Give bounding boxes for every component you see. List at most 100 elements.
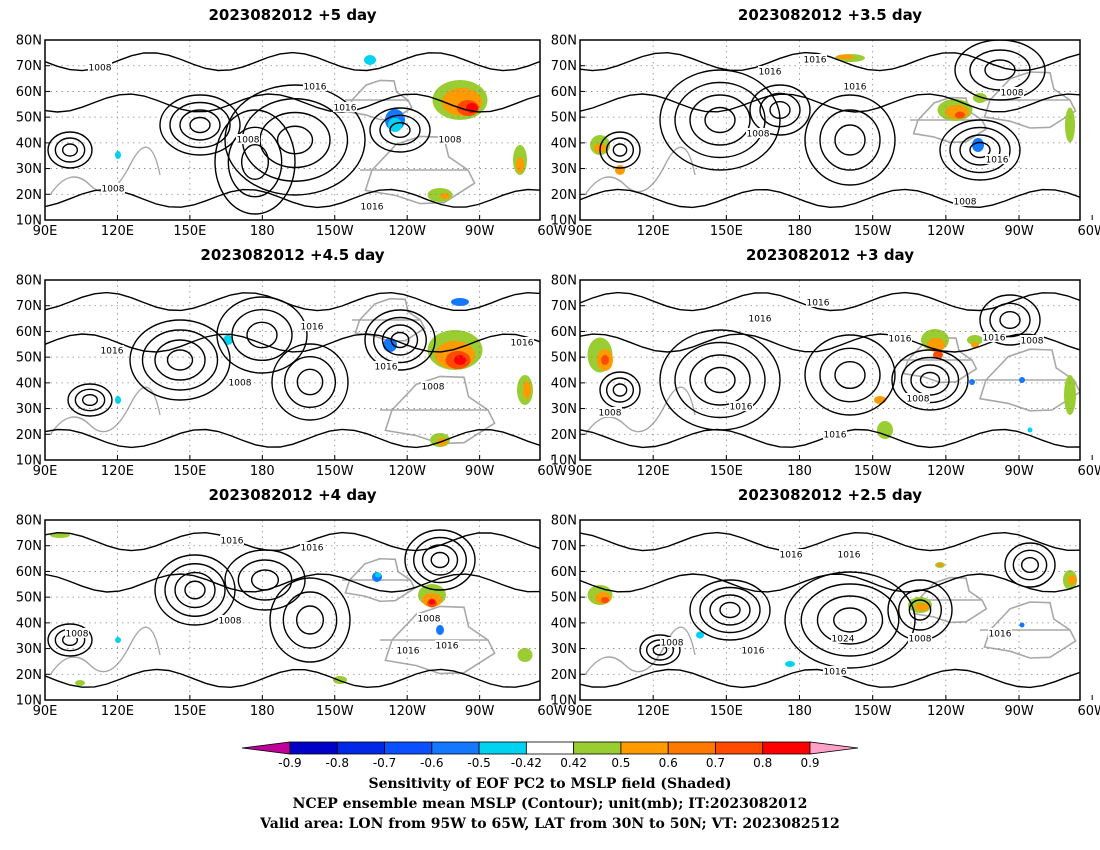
colorbar-tick-label: 0.8 bbox=[753, 756, 772, 770]
map-panel: 2023082012 +4 day10161016100810081008101… bbox=[16, 486, 567, 719]
mslp-contour bbox=[908, 599, 932, 621]
contour-label: 1016 bbox=[301, 544, 324, 554]
coastline bbox=[360, 135, 476, 205]
lon-tick-label: 60W bbox=[1077, 464, 1100, 479]
panel-frame bbox=[44, 519, 541, 701]
mslp-contour bbox=[580, 51, 1080, 72]
sensitivity-shade bbox=[364, 55, 376, 65]
contour-label: 1016 bbox=[375, 363, 398, 373]
mslp-contour bbox=[599, 131, 641, 169]
lon-tick-label: 150W bbox=[316, 224, 354, 239]
mslp-contour bbox=[269, 577, 351, 663]
lon-tick-label: 180 bbox=[787, 464, 812, 479]
contour-label-bg bbox=[417, 613, 441, 623]
mslp-contour bbox=[67, 383, 113, 417]
contour-label-bg bbox=[823, 666, 847, 676]
contour-label-bg bbox=[300, 321, 324, 331]
contour-label-bg bbox=[953, 196, 977, 206]
lon-tick-label: 120E bbox=[101, 224, 134, 239]
lat-tick-label: 40N bbox=[551, 616, 577, 631]
lat-tick-label: 50N bbox=[16, 351, 42, 366]
lat-tick-label: 60N bbox=[551, 85, 577, 100]
colorbar-swatch bbox=[667, 741, 716, 755]
contour-label: 1008 bbox=[66, 630, 89, 640]
lat-tick-label: 40N bbox=[551, 136, 577, 151]
contour-label-bg bbox=[303, 81, 327, 91]
lon-tick-label: 90W bbox=[1004, 464, 1034, 479]
mslp-contour bbox=[834, 360, 866, 390]
mslp-contour bbox=[381, 324, 419, 356]
lon-tick-label: 150E bbox=[710, 704, 743, 719]
plot-area: 1008 1016 1016 1008 1008 1008 1016 bbox=[45, 40, 540, 220]
mslp-contour bbox=[659, 329, 781, 431]
lat-tick-label: 50N bbox=[551, 351, 577, 366]
mslp-contour bbox=[430, 551, 450, 569]
lon-tick-label: 90W bbox=[465, 464, 495, 479]
mslp-contour bbox=[819, 109, 881, 171]
coastline bbox=[49, 626, 161, 676]
lat-tick-label: 30N bbox=[16, 402, 42, 417]
sensitivity-shade bbox=[933, 351, 943, 359]
sensitivity-shade bbox=[429, 599, 435, 605]
mslp-contour bbox=[45, 291, 540, 312]
contour-label-bg bbox=[758, 66, 782, 76]
lon-tick-label: 150E bbox=[173, 464, 206, 479]
contour-label: 1008 bbox=[237, 136, 260, 146]
contour-label: 1016 bbox=[983, 334, 1006, 344]
lon-tick-label: 90W bbox=[465, 224, 495, 239]
lat-tick-label: 70N bbox=[551, 539, 577, 554]
coastline bbox=[584, 626, 696, 676]
contour-label: 1016 bbox=[759, 68, 782, 78]
mslp-contour bbox=[169, 101, 231, 149]
lon-tick-label: 150W bbox=[316, 704, 354, 719]
mslp-contour bbox=[834, 124, 866, 156]
sensitivity-shade bbox=[601, 355, 609, 365]
mslp-contour bbox=[227, 126, 283, 198]
mslp-contour bbox=[45, 668, 540, 689]
colorbar-arrow-left bbox=[241, 741, 291, 755]
lon-tick-label: 120E bbox=[101, 464, 134, 479]
panel-frame bbox=[579, 39, 1081, 221]
mslp-contour bbox=[45, 51, 540, 72]
mslp-contour bbox=[605, 137, 635, 163]
sensitivity-shade bbox=[836, 54, 854, 60]
mslp-contour bbox=[699, 586, 761, 634]
mslp-contour bbox=[296, 368, 324, 396]
sensitivity-shade bbox=[115, 151, 121, 159]
sensitivity-shade bbox=[601, 597, 609, 603]
lat-tick-label: 20N bbox=[551, 428, 577, 443]
sensitivity-shade bbox=[1027, 427, 1033, 433]
lon-tick-label: 90E bbox=[33, 464, 58, 479]
panel-title: 2023082012 +4 day bbox=[209, 486, 377, 504]
lat-tick-label: 30N bbox=[551, 402, 577, 417]
mslp-contour bbox=[1004, 542, 1056, 588]
contour-label: 1008 bbox=[954, 198, 977, 208]
mslp-contour bbox=[283, 355, 337, 409]
contour-label-bg bbox=[888, 333, 912, 343]
mslp-contour bbox=[612, 383, 628, 397]
mslp-contour bbox=[54, 137, 86, 163]
mslp-contour bbox=[959, 134, 1001, 166]
mslp-contour bbox=[816, 595, 884, 645]
lon-tick-label: 60W bbox=[537, 704, 567, 719]
contour-label-bg bbox=[803, 54, 827, 64]
mslp-contour bbox=[413, 536, 467, 584]
contour-label-bg bbox=[100, 345, 124, 355]
contour-label-bg bbox=[988, 628, 1012, 638]
colorbar-tick-label: -0.6 bbox=[420, 756, 443, 770]
mslp-contour bbox=[999, 310, 1021, 330]
mslp-contour bbox=[819, 347, 881, 403]
contour-label: 1016 bbox=[742, 647, 765, 657]
lat-tick-label: 60N bbox=[551, 325, 577, 340]
sensitivity-shade bbox=[937, 563, 943, 567]
colorbar-swatch bbox=[525, 741, 575, 755]
mslp-contour bbox=[45, 428, 540, 449]
mslp-contour bbox=[61, 143, 79, 157]
contour-label-bg bbox=[65, 628, 89, 638]
lat-tick-label: 50N bbox=[16, 111, 42, 126]
mslp-contour bbox=[709, 594, 751, 626]
mslp-contour bbox=[891, 349, 969, 411]
contour-label-bg bbox=[729, 401, 753, 411]
panel-title: 2023082012 +5 day bbox=[209, 6, 377, 24]
mslp-contour bbox=[639, 634, 681, 666]
